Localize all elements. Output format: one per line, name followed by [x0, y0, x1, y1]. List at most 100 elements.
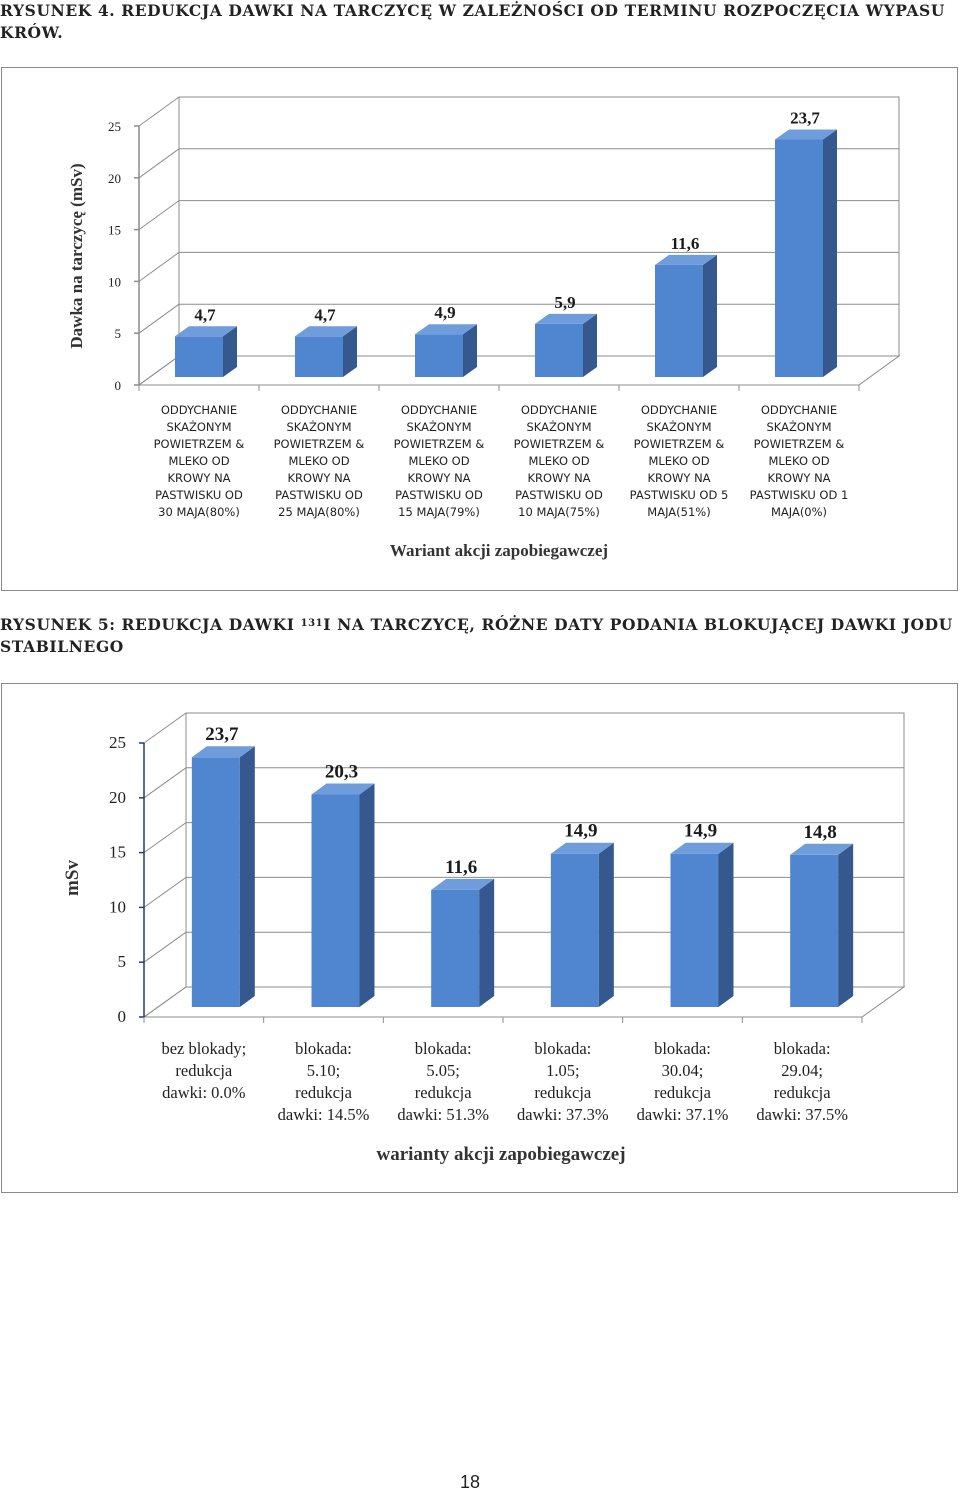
- x-tick-label: PASTWISKU OD: [275, 488, 363, 502]
- figure-5-caption-superscript: 131: [300, 618, 324, 629]
- x-tick-label: PASTWISKU OD: [155, 488, 243, 502]
- bar-side: [718, 842, 734, 1007]
- x-tick-label: POWIETRZEM &: [754, 437, 845, 451]
- x-tick-label: SKAŻONYM: [167, 419, 232, 434]
- bar: [775, 139, 823, 377]
- gridline-depth: [138, 303, 180, 334]
- figure-4-chart-frame: 0 5 10 15 20 25 4,7 ODDYCHANIE SKAŻONYM POWIETRZE…: [1, 67, 958, 591]
- x-tick-label: bez blokady;: [161, 1039, 246, 1058]
- x-tick-label: PASTWISKU OD 5: [630, 488, 729, 502]
- floor: [142, 986, 906, 1018]
- x-tick-label: SKAŻONYM: [647, 419, 712, 434]
- x-tick-label: POWIETRZEM &: [394, 437, 485, 451]
- y-tick-label: 10: [108, 274, 121, 289]
- x-tick-label: dawki: 51.3%: [397, 1105, 489, 1124]
- data-label: 5,9: [554, 293, 575, 312]
- x-tick-label: PASTWISKU OD 1: [750, 488, 849, 502]
- data-label: 4,7: [314, 305, 336, 324]
- x-tick-label: redukcja: [654, 1083, 711, 1102]
- bar-top: [295, 326, 357, 337]
- data-label: 20,3: [325, 762, 358, 783]
- x-tick-label: 25 MAJA(80%): [278, 505, 360, 519]
- data-label: 14,9: [564, 821, 597, 842]
- x-tick-label: MLEKO OD: [648, 454, 709, 468]
- x-tick-label: POWIETRZEM &: [514, 437, 605, 451]
- y-tick-label: 5: [118, 952, 127, 971]
- x-tick-label: SKAŻONYM: [767, 419, 832, 434]
- x-tick-label: 10 MAJA(75%): [518, 505, 600, 519]
- y-tick-label: 0: [115, 378, 122, 393]
- x-tick-label: PASTWISKU OD: [395, 488, 483, 502]
- bar-side: [223, 326, 237, 377]
- x-tick-label: MLEKO OD: [768, 454, 829, 468]
- y-tick-label: 15: [108, 223, 121, 238]
- x-tick-label: 30.04;: [662, 1061, 704, 1080]
- bar: [415, 334, 463, 377]
- x-tick-label: PASTWISKU OD: [515, 488, 603, 502]
- y-tick-label: 0: [118, 1007, 127, 1026]
- y-tick-label: 25: [108, 119, 121, 134]
- x-tick-label: ODDYCHANIE: [761, 403, 837, 417]
- gridline-depth: [138, 251, 180, 282]
- data-label: 14,8: [804, 822, 837, 843]
- x-tick-label: POWIETRZEM &: [274, 437, 365, 451]
- bar-top: [415, 324, 477, 335]
- figure-5-chart: 0 5 10 15 20 25 23,7 bez blokady; redukcja dawki:…: [62, 712, 906, 1165]
- data-label: 11,6: [445, 857, 477, 878]
- x-tick-label: ODDYCHANIE: [161, 403, 237, 417]
- data-label: 23,7: [205, 724, 239, 745]
- bar: [295, 336, 343, 377]
- bar-top: [550, 842, 614, 854]
- x-tick-label: SKAŻONYM: [527, 419, 592, 434]
- x-axis-title: Wariant akcji zapobiegawczej: [390, 541, 608, 560]
- x-tick-label: 5.05;: [426, 1061, 459, 1080]
- bar-side: [463, 324, 477, 377]
- x-tick-label: MAJA(0%): [771, 505, 827, 519]
- x-tick-label: dawki: 37.5%: [756, 1105, 848, 1124]
- x-tick-label: ODDYCHANIE: [281, 403, 357, 417]
- x-tick-label: SKAŻONYM: [287, 419, 352, 434]
- x-tick-label: blokada:: [654, 1039, 711, 1058]
- x-tick-label: MLEKO OD: [408, 454, 469, 468]
- bar-top: [790, 843, 854, 855]
- x-tick-label: dawki: 0.0%: [162, 1083, 246, 1102]
- x-tick-label: POWIETRZEM &: [634, 437, 725, 451]
- x-tick-label: redukcja: [774, 1083, 831, 1102]
- figure-5-chart-frame: 0 5 10 15 20 25 23,7 bez blokady; redukcja dawki:…: [1, 683, 958, 1193]
- x-tick-label: 29.04;: [781, 1061, 823, 1080]
- x-tick-label: blokada:: [534, 1039, 591, 1058]
- x-tick-label: MAJA(51%): [647, 505, 710, 519]
- gridline-depth: [143, 876, 187, 908]
- x-tick-label: MLEKO OD: [528, 454, 589, 468]
- x-tick-label: ODDYCHANIE: [641, 403, 717, 417]
- x-tick-label: MLEKO OD: [288, 454, 349, 468]
- y-tick-label: 10: [109, 897, 126, 916]
- gridline-depth: [143, 767, 187, 799]
- bar-side: [239, 746, 255, 1007]
- gridline-depth: [138, 96, 180, 127]
- bar-side: [359, 783, 375, 1007]
- x-axis-title: warianty akcji zapobiegawczej: [376, 1144, 625, 1165]
- figure-4-chart: 0 5 10 15 20 25 4,7 ODDYCHANIE SKAŻONYM POWIETRZE…: [67, 96, 901, 560]
- y-tick-label: 25: [109, 733, 126, 752]
- data-label: 4,7: [194, 305, 216, 324]
- bar: [535, 323, 583, 377]
- bar-top: [655, 254, 717, 265]
- x-tick-label: redukcja: [534, 1083, 591, 1102]
- x-tick-label: SKAŻONYM: [407, 419, 472, 434]
- x-tick-label: blokada:: [774, 1039, 831, 1058]
- x-tick-label: POWIETRZEM &: [154, 437, 245, 451]
- bar-top: [535, 313, 597, 324]
- x-tick-label: KROWY NA: [527, 471, 590, 485]
- x-tick-label: dawki: 14.5%: [278, 1105, 370, 1124]
- bar: [550, 853, 599, 1007]
- y-axis-title: Dawka na tarczycę (mSv): [67, 163, 86, 348]
- x-tick-label: ODDYCHANIE: [401, 403, 477, 417]
- bar-side: [343, 326, 357, 377]
- x-tick-label: MLEKO OD: [168, 454, 229, 468]
- y-tick-label: 20: [109, 788, 126, 807]
- x-tick-label: KROWY NA: [767, 471, 830, 485]
- y-axis-title: mSv: [62, 860, 83, 896]
- bar: [175, 336, 223, 377]
- bar-top: [191, 746, 255, 758]
